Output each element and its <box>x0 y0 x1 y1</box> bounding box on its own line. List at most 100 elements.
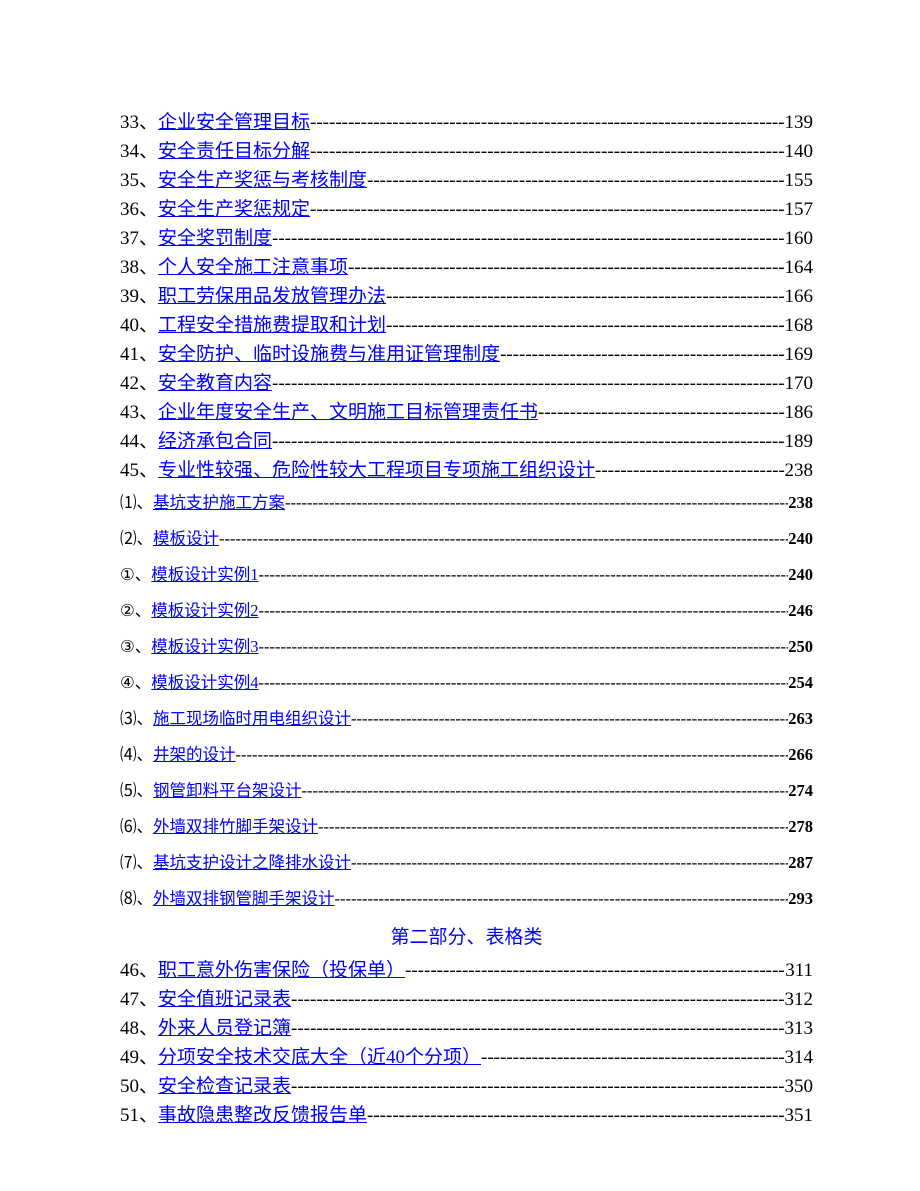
toc-link[interactable]: 事故隐患整改反馈报告单 <box>158 1101 367 1130</box>
leader-dashes <box>351 701 788 737</box>
toc-subentry: ⑶、施工现场临时用电组织设计 263 <box>120 701 813 737</box>
toc-link[interactable]: 模板设计实例1 <box>151 557 258 593</box>
toc-link[interactable]: 专业性较强、危险性较大工程项目专项施工组织设计 <box>158 456 595 485</box>
toc-subentry: ⑴、基坑支护施工方案238 <box>120 485 813 521</box>
toc-page: 263 <box>788 701 813 737</box>
toc-subentry: ⑵、模板设计240 <box>120 521 813 557</box>
toc-link[interactable]: 个人安全施工注意事项 <box>158 253 348 282</box>
toc-index: 36、 <box>120 195 158 224</box>
toc-index: ⑶、 <box>120 701 153 737</box>
toc-entry: 39、职工劳保用品发放管理办法 166 <box>120 282 813 311</box>
toc-subentry: ⑺、基坑支护设计之降排水设计287 <box>120 845 813 881</box>
toc-entry: 33、企业安全管理目标139 <box>120 108 813 137</box>
toc-link[interactable]: 安全奖罚制度 <box>158 224 272 253</box>
toc-page: 351 <box>785 1101 814 1130</box>
toc-link[interactable]: 基坑支护设计之降排水设计 <box>153 845 351 881</box>
toc-link[interactable]: 安全生产奖惩与考核制度 <box>158 166 367 195</box>
leader-dashes <box>386 311 784 340</box>
toc-page: 238 <box>785 456 814 485</box>
toc-link[interactable]: 模板设计 <box>153 521 219 557</box>
toc-page: 168 <box>785 311 814 340</box>
toc-link[interactable]: 企业安全管理目标 <box>158 108 310 137</box>
toc-page: 169 <box>785 340 814 369</box>
toc-page: 166 <box>785 282 814 311</box>
toc-link[interactable]: 安全责任目标分解 <box>158 137 310 166</box>
toc-entry: 37、安全奖罚制度160 <box>120 224 813 253</box>
toc-entry: 42、安全教育内容170 <box>120 369 813 398</box>
toc-subentry: ④、模板设计实例4254 <box>120 665 813 701</box>
toc-entry: 49、分项安全技术交底大全（近40个分项） 314 <box>120 1043 813 1072</box>
toc-subentry: ⑸、钢管卸料平台架设计274 <box>120 773 813 809</box>
toc-link[interactable]: 工程安全措施费提取和计划 <box>158 311 386 340</box>
toc-link[interactable]: 安全值班记录表 <box>158 985 291 1014</box>
toc-subentry: ⑻、外墙双排钢管脚手架设计 293 <box>120 881 813 917</box>
toc-entry: 35、安全生产奖惩与考核制度155 <box>120 166 813 195</box>
toc-link[interactable]: 钢管卸料平台架设计 <box>153 773 302 809</box>
toc-index: ⑻、 <box>120 881 153 917</box>
leader-dashes <box>291 1014 784 1043</box>
toc-subentry: ⑷、井架的设计266 <box>120 737 813 773</box>
leader-dashes <box>219 521 788 557</box>
toc-entry: 45、专业性较强、危险性较大工程项目专项施工组织设计238 <box>120 456 813 485</box>
toc-link[interactable]: 职工意外伤害保险（投保单） <box>158 956 405 985</box>
toc-index: ①、 <box>120 557 151 593</box>
toc-link[interactable]: 分项安全技术交底大全（近40个分项） <box>158 1043 481 1072</box>
leader-dashes <box>351 845 788 881</box>
leader-dashes <box>335 881 789 917</box>
leader-dashes <box>405 956 785 985</box>
leader-dashes <box>310 195 784 224</box>
toc-page: 293 <box>788 881 813 917</box>
toc-entry: 43、企业年度安全生产、文明施工目标管理责任书186 <box>120 398 813 427</box>
toc-index: 51、 <box>120 1101 158 1130</box>
toc-subentry: ⑹、外墙双排竹脚手架设计278 <box>120 809 813 845</box>
toc-page: 266 <box>788 737 813 773</box>
toc-link[interactable]: 安全防护、临时设施费与准用证管理制度 <box>158 340 500 369</box>
leader-dashes <box>367 1101 784 1130</box>
leader-dashes <box>259 593 789 629</box>
toc-index: 38、 <box>120 253 158 282</box>
toc-link[interactable]: 模板设计实例3 <box>151 629 258 665</box>
toc-page: 314 <box>785 1043 814 1072</box>
toc-link[interactable]: 经济承包合同 <box>158 427 272 456</box>
toc-link[interactable]: 安全教育内容 <box>158 369 272 398</box>
toc-index: 39、 <box>120 282 158 311</box>
toc-subentry: ②、模板设计实例2246 <box>120 593 813 629</box>
toc-link[interactable]: 井架的设计 <box>153 737 236 773</box>
toc-entry: 48、外来人员登记簿313 <box>120 1014 813 1043</box>
toc-index: 49、 <box>120 1043 158 1072</box>
leader-dashes <box>302 773 789 809</box>
toc-index: 44、 <box>120 427 158 456</box>
leader-dashes <box>259 557 789 593</box>
toc-link[interactable]: 职工劳保用品发放管理办法 <box>158 282 386 311</box>
toc-page: 246 <box>788 593 813 629</box>
toc-subentry: ①、模板设计实例1240 <box>120 557 813 593</box>
leader-dashes <box>310 108 784 137</box>
toc-link[interactable]: 外墙双排竹脚手架设计 <box>153 809 318 845</box>
toc-index: 46、 <box>120 956 158 985</box>
toc-index: 50、 <box>120 1072 158 1101</box>
toc-link[interactable]: 基坑支护施工方案 <box>153 485 285 521</box>
toc-index: 40、 <box>120 311 158 340</box>
leader-dashes <box>538 398 784 427</box>
toc-entry: 36、安全生产奖惩规定157 <box>120 195 813 224</box>
leader-dashes <box>500 340 784 369</box>
toc-link[interactable]: 模板设计实例2 <box>151 593 258 629</box>
toc-entry: 46、职工意外伤害保险（投保单）311 <box>120 956 813 985</box>
toc-index: ③、 <box>120 629 151 665</box>
toc-page: 238 <box>788 485 813 521</box>
toc-link[interactable]: 模板设计实例4 <box>151 665 258 701</box>
toc-link[interactable]: 安全检查记录表 <box>158 1072 291 1101</box>
toc-link[interactable]: 外来人员登记簿 <box>158 1014 291 1043</box>
leader-dashes <box>291 1072 784 1101</box>
toc-link[interactable]: 外墙双排钢管脚手架设计 <box>153 881 335 917</box>
toc-link[interactable]: 施工现场临时用电组织设计 <box>153 701 351 737</box>
toc-page: 278 <box>788 809 813 845</box>
leader-dashes <box>386 282 784 311</box>
toc-entry: 47、安全值班记录表312 <box>120 985 813 1014</box>
toc-page: 139 <box>785 108 814 137</box>
toc-entry: 51、事故隐患整改反馈报告单 351 <box>120 1101 813 1130</box>
toc-link[interactable]: 安全生产奖惩规定 <box>158 195 310 224</box>
leader-dashes <box>481 1043 784 1072</box>
section-title: 第二部分、表格类 <box>120 920 813 956</box>
toc-link[interactable]: 企业年度安全生产、文明施工目标管理责任书 <box>158 398 538 427</box>
